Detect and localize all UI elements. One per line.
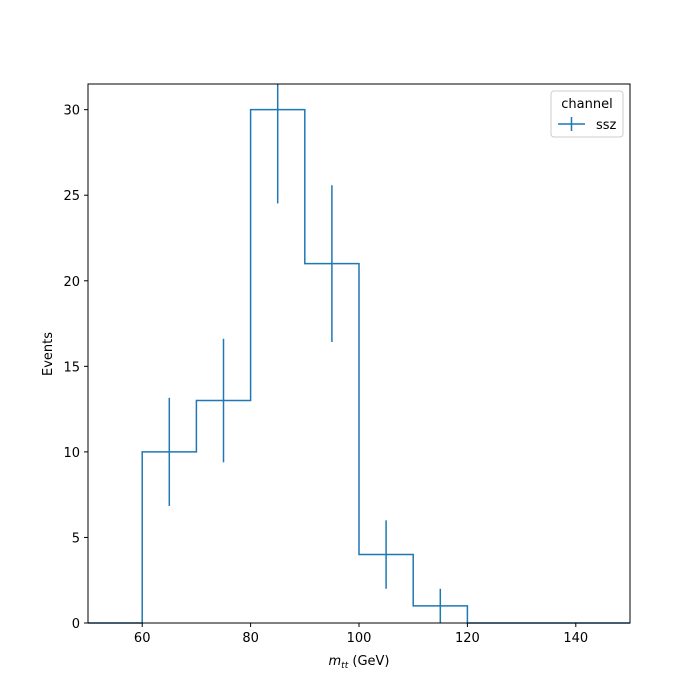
x-tick-label: 120: [455, 631, 480, 646]
y-tick-label: 0: [72, 617, 80, 632]
histogram-step: [88, 108, 630, 624]
y-tick-label: 10: [63, 446, 80, 461]
y-tick-label: 25: [63, 189, 80, 204]
legend-title: channel: [561, 97, 612, 112]
y-tick-label: 15: [63, 360, 80, 375]
x-tick-label: 60: [134, 631, 151, 646]
y-tick-label: 5: [72, 531, 80, 546]
legend: channel ssz: [550, 90, 624, 138]
y-axis-label: Events: [41, 332, 56, 376]
x-tick-label: 140: [563, 631, 588, 646]
y-tick-label: 30: [63, 104, 80, 119]
x-axis-label: mtt (GeV): [329, 654, 390, 671]
legend-entry-ssz: ssz: [596, 118, 617, 133]
legend-box: [550, 90, 624, 138]
y-tick-label: 20: [63, 275, 80, 290]
x-axis: 60 80 100 120 140: [134, 623, 588, 646]
plot-area: [88, 84, 630, 624]
x-axis-label-subscript: tt: [341, 661, 349, 671]
x-axis-label-main: m: [329, 654, 342, 669]
x-tick-label: 80: [242, 631, 259, 646]
x-tick-label: 100: [347, 631, 372, 646]
y-axis: 0 5 10 15 20 25 30: [63, 104, 88, 632]
x-axis-label-unit: (GeV): [348, 654, 389, 669]
